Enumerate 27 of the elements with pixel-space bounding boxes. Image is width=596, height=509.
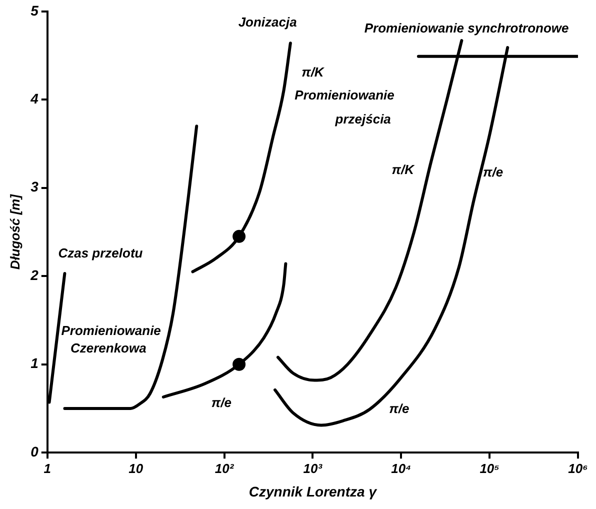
x-tick-label: 10⁵ — [480, 460, 500, 476]
y-tick-label: 2 — [30, 266, 39, 283]
annotation: π/e — [211, 394, 232, 410]
y-tick-label: 1 — [30, 355, 39, 372]
annotation: Czerenkowa — [70, 340, 146, 356]
y-tick-label: 4 — [30, 90, 39, 106]
x-tick-label: 10⁶ — [568, 460, 588, 476]
y-tick-label: 0 — [30, 443, 39, 460]
annotation: π/e — [389, 400, 410, 416]
annotation: π/K — [302, 64, 326, 80]
x-axis-title: Czynnik Lorentza γ — [248, 483, 378, 500]
annotation: Promieniowanie — [294, 88, 394, 103]
y-axis-title: Długość [m] — [7, 194, 22, 270]
x-tick-label: 10 — [128, 460, 144, 476]
annotation: Promieniowanie synchrotronowe — [364, 20, 569, 36]
annotation: π/K — [392, 162, 416, 177]
y-tick-label: 5 — [30, 2, 39, 18]
annotation: Promieniowanie — [61, 322, 161, 338]
x-tick-label: 10⁴ — [391, 460, 412, 476]
x-tick-label: 10² — [214, 460, 234, 476]
annotation: przejścia — [334, 112, 391, 127]
annotation: Jonizacja — [238, 14, 297, 30]
x-tick-label: 10³ — [303, 460, 323, 476]
annotation: π/e — [483, 164, 504, 180]
x-tick-label: 1 — [44, 460, 52, 476]
annotation: Czas przelotu — [58, 246, 143, 261]
y-tick-label: 3 — [30, 178, 39, 195]
